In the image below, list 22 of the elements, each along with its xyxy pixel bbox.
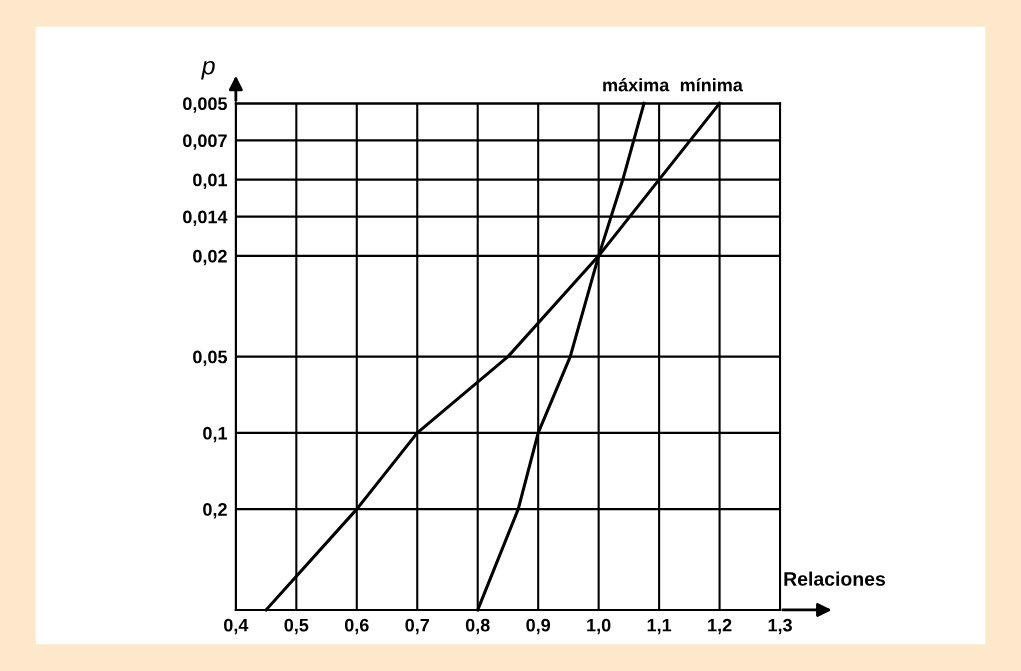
x-tick-label: 1,3 [768,618,792,635]
y-tick-label: 0,005 [183,97,228,113]
x-tick-label: 0,6 [344,618,369,635]
y-tick-label: 0,01 [193,173,228,189]
x-tick-label: 1,2 [708,618,732,635]
x-tick-label: 0,7 [405,618,430,635]
x-tick-label: 0,9 [526,618,551,635]
x-tick-label: 0,8 [465,618,490,635]
annotation: mínima [680,78,743,92]
x-tick-label: 0,5 [284,618,309,635]
y-tick-label: 0,02 [193,249,227,266]
x-tick-label: 0,4 [224,618,249,635]
x-tick-label: 1,0 [587,618,611,635]
annotation: máxima [603,78,670,92]
y-tick-label: 0,1 [203,426,228,443]
y-tick-label: 0,007 [183,134,227,150]
y-axis-title: p [201,60,215,80]
y-tick-label: 0,2 [203,503,227,519]
y-tick-label: 0,014 [183,210,228,226]
x-axis-title: Relaciones [784,571,886,586]
y-tick-label: 0,05 [193,350,228,366]
x-tick-label: 1,1 [647,618,672,635]
